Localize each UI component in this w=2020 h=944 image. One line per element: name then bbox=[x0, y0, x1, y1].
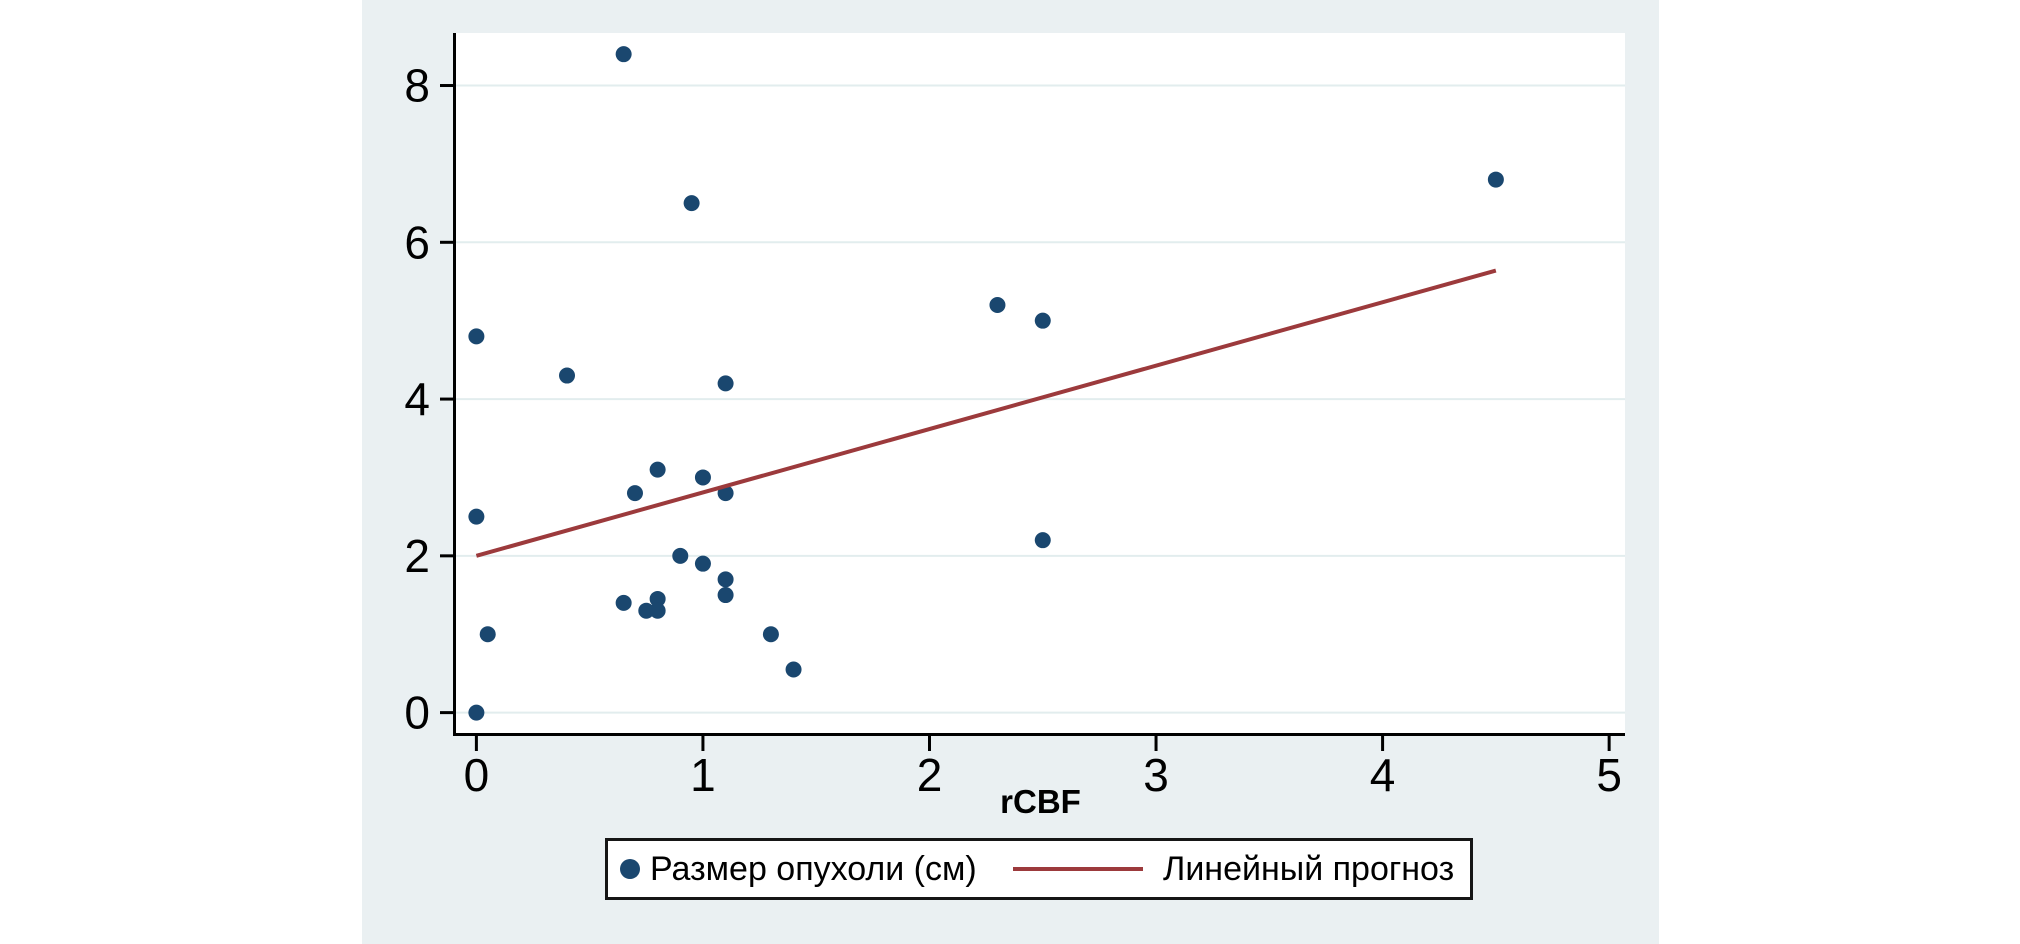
scatter-point bbox=[615, 594, 632, 611]
x-tick-label-3: 3 bbox=[1143, 749, 1169, 801]
y-tick-label-8: 8 bbox=[404, 60, 430, 112]
x-tick-label-5: 5 bbox=[1596, 749, 1622, 801]
scatter-point bbox=[468, 508, 485, 525]
scatter-plot: 0 2 4 6 8 0 1 2 3 4 5 bbox=[404, 33, 1625, 801]
y-tick-label-4: 4 bbox=[404, 373, 430, 425]
scatter-point bbox=[717, 587, 734, 604]
scatter-point bbox=[694, 469, 711, 486]
trend-line bbox=[475, 268, 1497, 558]
x-tick-label-4: 4 bbox=[1370, 749, 1396, 801]
x-tick-label-1: 1 bbox=[690, 749, 716, 801]
x-tick-label-2: 2 bbox=[917, 749, 943, 801]
scatter-point bbox=[649, 602, 666, 619]
scatter-point bbox=[626, 485, 643, 502]
legend-label-linear-fit: Линейный прогноз bbox=[1163, 850, 1455, 888]
scatter-point bbox=[694, 555, 711, 572]
legend-label-tumor-size: Размер опухоли (см) bbox=[650, 850, 977, 888]
scatter-point bbox=[683, 195, 700, 212]
legend-scatter-marker-icon bbox=[620, 859, 640, 879]
y-tick-label-0: 0 bbox=[404, 687, 430, 739]
scatter-point bbox=[717, 375, 734, 392]
scatter-point bbox=[672, 547, 689, 564]
scatter-point bbox=[615, 46, 632, 63]
scatter-point bbox=[649, 590, 666, 607]
scatter-point bbox=[762, 626, 779, 643]
x-tick-label-0: 0 bbox=[464, 749, 490, 801]
scatter-point bbox=[1487, 171, 1504, 188]
scatter-point bbox=[468, 704, 485, 721]
legend-box: Размер опухоли (см) Линейный прогноз bbox=[605, 838, 1473, 900]
scatter-point bbox=[989, 297, 1006, 314]
chart-figure: 0 2 4 6 8 0 1 2 3 4 5 rCBF Размер опухоли (см) Лин… bbox=[362, 0, 1659, 944]
scatter-point bbox=[1034, 312, 1051, 329]
y-tick-label-6: 6 bbox=[404, 216, 430, 268]
scatter-point bbox=[1034, 532, 1051, 549]
scatter-point bbox=[785, 661, 802, 678]
scatter-point bbox=[638, 602, 655, 619]
scatter-point bbox=[479, 626, 496, 643]
scatter-point bbox=[717, 571, 734, 588]
x-axis-title: rCBF bbox=[1000, 783, 1081, 820]
scatter-point bbox=[559, 367, 576, 384]
legend-line-marker-icon bbox=[1013, 867, 1143, 871]
y-tick-label-2: 2 bbox=[404, 530, 430, 582]
scatter-point bbox=[468, 328, 485, 345]
plot-area-background bbox=[456, 33, 1625, 733]
scatter-point bbox=[649, 461, 666, 478]
